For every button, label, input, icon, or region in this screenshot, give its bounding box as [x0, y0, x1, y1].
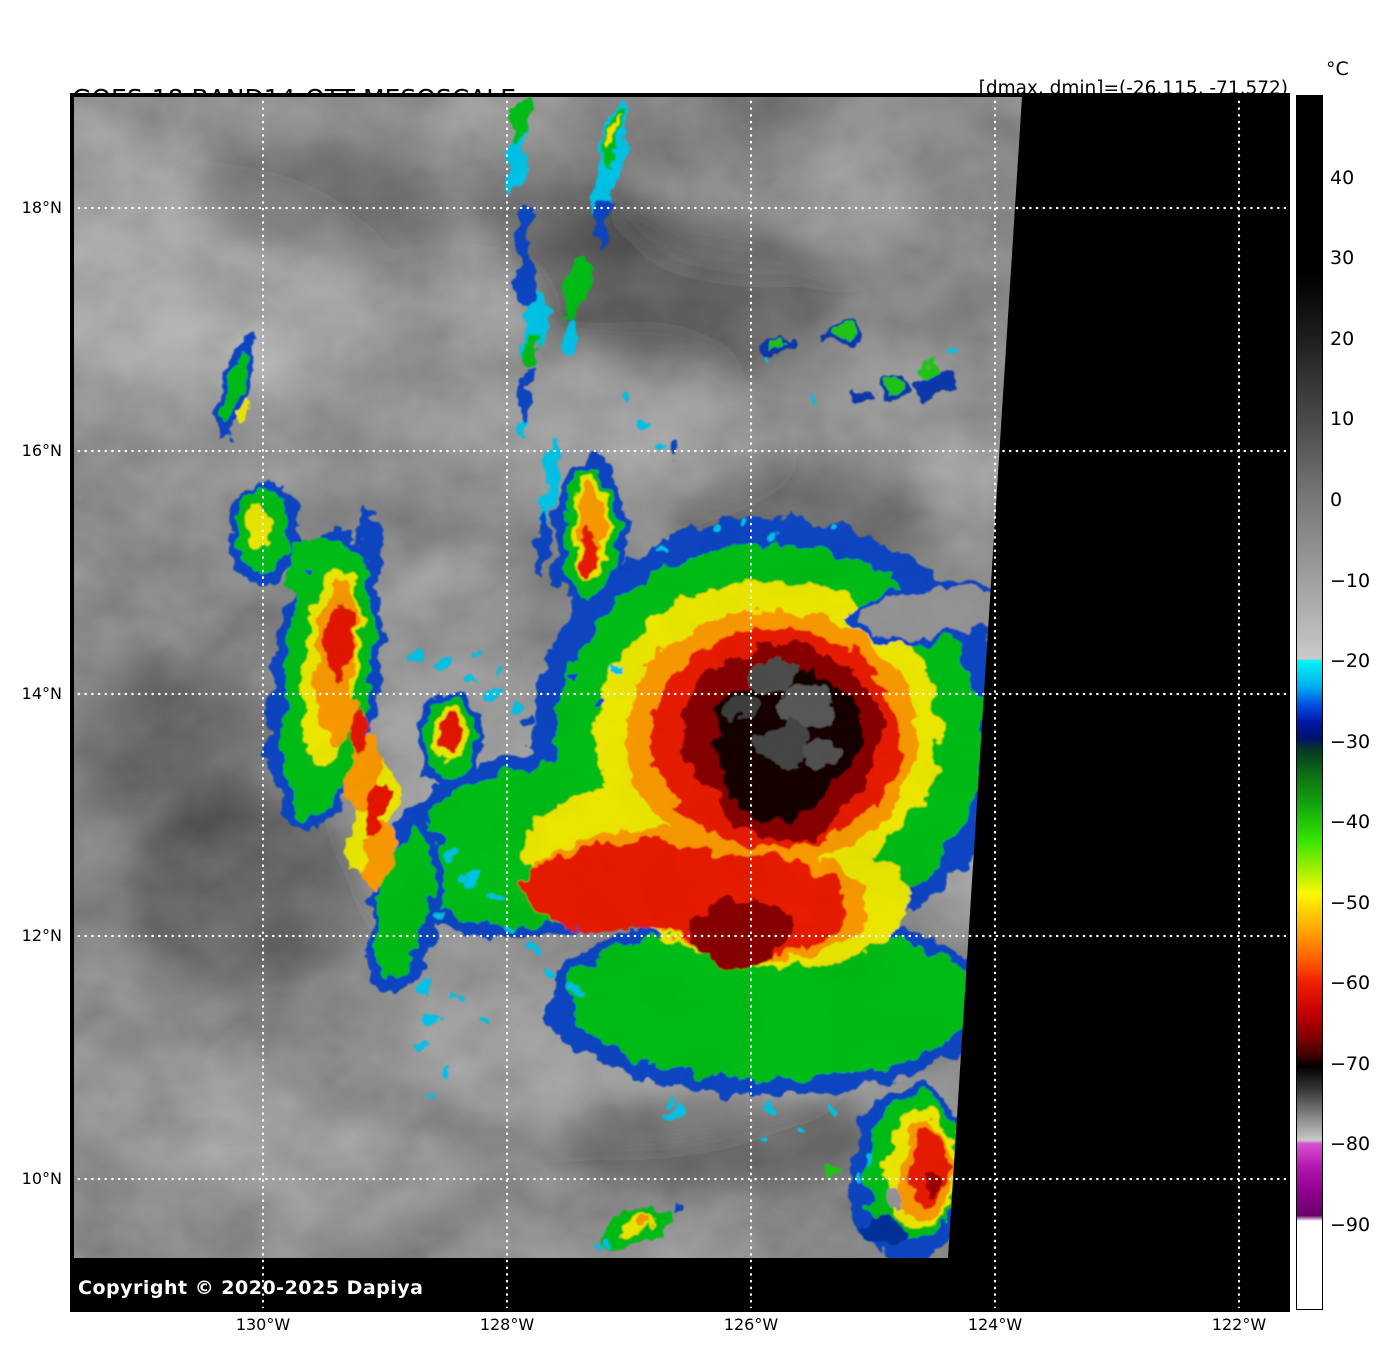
- lat-tick-label: 18°N: [21, 198, 62, 217]
- map-frame: [72, 95, 1288, 1310]
- scan-sector: [72, 97, 1022, 1258]
- lat-tick-label: 10°N: [21, 1169, 62, 1188]
- colorbar-tick-label: 0: [1330, 489, 1343, 511]
- colorbar-tick-label: −60: [1330, 972, 1371, 995]
- colorbar-tick-label: 10: [1330, 408, 1355, 431]
- colorbar-tick-label: −40: [1330, 811, 1371, 834]
- lat-tick-label: 14°N: [21, 684, 62, 703]
- colorbar-tick-label: 40: [1330, 166, 1355, 189]
- lat-tick-label: 12°N: [21, 926, 62, 945]
- colorbar-tick-label: −80: [1330, 1133, 1371, 1156]
- colorbar: [1296, 95, 1323, 1310]
- colorbar-tick-label: −90: [1330, 1213, 1371, 1236]
- colorbar-tick-label: −30: [1330, 730, 1371, 753]
- colorbar-tick-label: −50: [1330, 891, 1371, 914]
- lon-tick-label: 128°W: [479, 1315, 535, 1334]
- colorbar-tick-label: −70: [1330, 1052, 1371, 1075]
- lon-tick-label: 126°W: [723, 1315, 779, 1334]
- gridlines: [72, 95, 1288, 1310]
- dmax-dmin-annotation: [dmax, dmin]=(-26.115, -71.572): [978, 78, 1288, 99]
- colorbar-unit-label: °C: [1326, 58, 1349, 80]
- colorbar-tick-label: 30: [1330, 247, 1355, 270]
- colorbar-tick-label: 20: [1330, 327, 1355, 350]
- copyright-watermark: Copyright © 2020-2025 Dapiya: [78, 1277, 424, 1299]
- map-plot-area: [70, 93, 1290, 1312]
- lon-tick-label: 124°W: [967, 1315, 1023, 1334]
- lon-tick-label: 130°W: [235, 1315, 291, 1334]
- lon-tick-label: 122°W: [1211, 1315, 1267, 1334]
- lat-tick-label: 16°N: [21, 441, 62, 460]
- satellite-image: [72, 95, 1288, 1310]
- colorbar-tick-label: −20: [1330, 650, 1371, 673]
- colorbar-tick-label: −10: [1330, 569, 1371, 592]
